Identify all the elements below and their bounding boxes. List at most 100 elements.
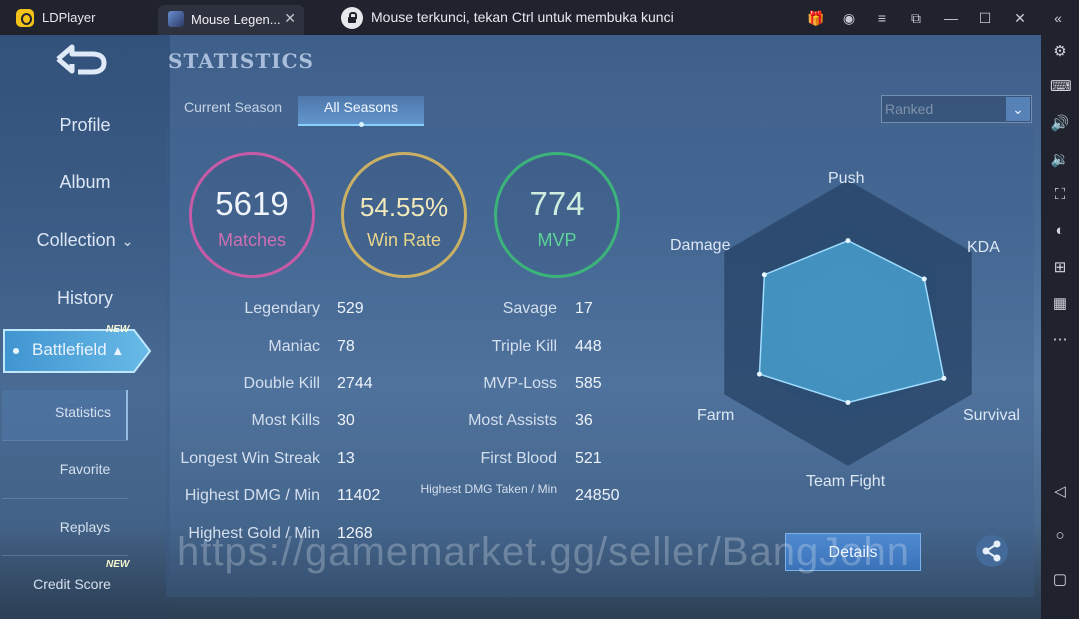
radar-label-damage: Damage xyxy=(670,237,731,254)
volume-down-icon[interactable]: 🔉 xyxy=(1050,151,1070,168)
stat-label: Most Kills xyxy=(251,412,320,429)
android-recents-icon[interactable]: ▢ xyxy=(1052,571,1068,588)
maximize-icon[interactable]: ☐ xyxy=(978,10,992,26)
tab-current-season[interactable]: Current Season xyxy=(183,99,283,115)
mvp-value: 774 xyxy=(529,185,585,222)
stat-label: MVP-Loss xyxy=(483,375,557,392)
radar-label-kda: KDA xyxy=(967,239,1000,256)
share-button[interactable] xyxy=(976,535,1008,567)
restore-window-icon[interactable]: ⧉ xyxy=(911,10,921,26)
stat-value: 529 xyxy=(337,300,364,317)
apk-install-icon[interactable]: ▦ xyxy=(1052,295,1068,312)
mouse-lock-message: Mouse terkunci, tekan Ctrl untuk membuka… xyxy=(371,9,674,25)
radar-label-push: Push xyxy=(828,170,865,187)
nav-panel-background xyxy=(0,35,170,619)
chevron-down-icon[interactable]: ⌄ xyxy=(1006,97,1030,121)
volume-up-icon[interactable]: 🔊 xyxy=(1050,115,1070,132)
win-rate-label: Win Rate xyxy=(366,230,442,250)
radar-label-survival: Survival xyxy=(963,407,1020,424)
details-button[interactable]: Details xyxy=(785,533,921,571)
stat-value: 36 xyxy=(575,412,593,429)
operation-record-icon[interactable]: ◐ xyxy=(1055,222,1065,239)
game-thumbnail-icon xyxy=(168,11,184,27)
lock-icon xyxy=(341,7,363,29)
nav-divider xyxy=(2,440,128,441)
nav-profile[interactable]: Profile xyxy=(59,115,111,135)
gift-icon[interactable]: 🎁 xyxy=(807,10,825,26)
close-window-icon[interactable]: ✕ xyxy=(1014,10,1026,26)
menu-icon[interactable]: ≡ xyxy=(877,10,887,26)
stat-value: 11402 xyxy=(337,487,381,504)
add-instance-icon[interactable]: ⊞ xyxy=(1053,259,1067,276)
keyboard-mapping-icon[interactable]: ⌨ xyxy=(1050,78,1072,95)
radar-point-push xyxy=(845,238,851,244)
settings-gear-icon[interactable]: ⚙ xyxy=(1053,43,1067,60)
tab-label: Mouse Legen... xyxy=(191,12,281,27)
stat-label: First Blood xyxy=(480,450,557,467)
matches-value: 5619 xyxy=(215,185,289,222)
minimize-icon[interactable]: — xyxy=(944,10,958,26)
mode-dropdown-value: Ranked xyxy=(885,101,934,117)
screenshot-icon[interactable]: ⛶ xyxy=(1054,186,1066,203)
radar-point-farm xyxy=(756,371,762,377)
nav-statistics[interactable]: Statistics xyxy=(54,404,111,420)
chevron-down-icon: ⌄ xyxy=(121,233,134,249)
stat-label: Legendary xyxy=(244,300,320,317)
radar-point-team-fight xyxy=(845,400,851,406)
stat-value: 1268 xyxy=(337,525,373,542)
stat-value: 78 xyxy=(337,338,355,355)
stat-value: 24850 xyxy=(575,487,620,504)
matches-label: Matches xyxy=(217,230,287,250)
tab-all-seasons[interactable]: All Seasons xyxy=(298,96,424,127)
tab-mobile-legends[interactable]: Mouse Legen... ✕ xyxy=(158,5,304,35)
new-badge: NEW xyxy=(106,559,130,570)
nav-statistics-highlight xyxy=(2,390,128,440)
nav-replays[interactable]: Replays xyxy=(59,519,111,535)
stat-value: 585 xyxy=(575,375,602,392)
app-name: LDPlayer xyxy=(42,10,96,25)
nav-battlefield[interactable]: Battlefield ▲ NEW xyxy=(2,324,152,376)
nav-divider xyxy=(2,498,128,499)
stat-value: 17 xyxy=(575,300,593,317)
close-tab-icon[interactable]: ✕ xyxy=(284,10,296,26)
watermark-text: https://gamemarket.gg/seller/BangJohn xyxy=(177,530,910,574)
battlefield-highlight-frame xyxy=(3,329,152,373)
win-rate-value: 54.55% xyxy=(359,192,449,222)
stat-value: 2744 xyxy=(337,375,373,392)
stat-value: 521 xyxy=(575,450,602,467)
stat-label: Double Kill xyxy=(243,375,320,392)
stat-label: Triple Kill xyxy=(491,338,557,355)
radar-point-survival xyxy=(941,375,947,381)
radar-label-farm: Farm xyxy=(697,407,735,424)
stat-label: Highest DMG / Min xyxy=(184,487,320,504)
nav-favorite[interactable]: Favorite xyxy=(59,461,111,477)
nav-history[interactable]: History xyxy=(56,288,113,308)
share-icon xyxy=(982,540,1001,562)
back-arrow-icon xyxy=(56,44,107,75)
stat-label: Longest Win Streak xyxy=(180,450,320,467)
collapse-sidebar-icon[interactable]: « xyxy=(1054,10,1062,26)
radar-label-team-fight: Team Fight xyxy=(806,473,886,490)
stat-value: 13 xyxy=(337,450,355,467)
stat-value: 30 xyxy=(337,412,355,429)
nav-battlefield-label: Battlefield ▲ xyxy=(32,340,125,359)
emulator-sidebar: ⚙ ⌨ 🔊 🔉 ⛶ ◐ ⊞ ▦ ⋯ ◁ ○ ▢ xyxy=(1041,35,1079,619)
new-badge: NEW xyxy=(106,324,130,335)
stat-value: 448 xyxy=(575,338,602,355)
performance-radar-chart xyxy=(724,180,972,466)
stat-label: Maniac xyxy=(268,338,320,355)
android-home-icon[interactable]: ○ xyxy=(1055,527,1065,544)
nav-album[interactable]: Album xyxy=(59,172,111,192)
win-rate-circle: 54.55% Win Rate xyxy=(341,152,467,278)
stat-label: Savage xyxy=(502,300,557,317)
radar-point-damage xyxy=(761,272,767,278)
android-back-icon[interactable]: ◁ xyxy=(1054,483,1066,500)
back-button[interactable] xyxy=(48,41,112,77)
nav-collection[interactable]: Collection ⌄ xyxy=(0,230,170,251)
more-options-icon[interactable]: ⋯ xyxy=(1052,331,1068,348)
stat-label: Highest Gold / Min xyxy=(188,525,320,542)
mode-dropdown[interactable]: Ranked ⌄ xyxy=(881,95,1032,123)
account-icon[interactable]: ◉ xyxy=(842,10,856,26)
stat-label: Most Assists xyxy=(468,412,557,429)
nav-credit-score[interactable]: Credit Score xyxy=(33,576,111,592)
